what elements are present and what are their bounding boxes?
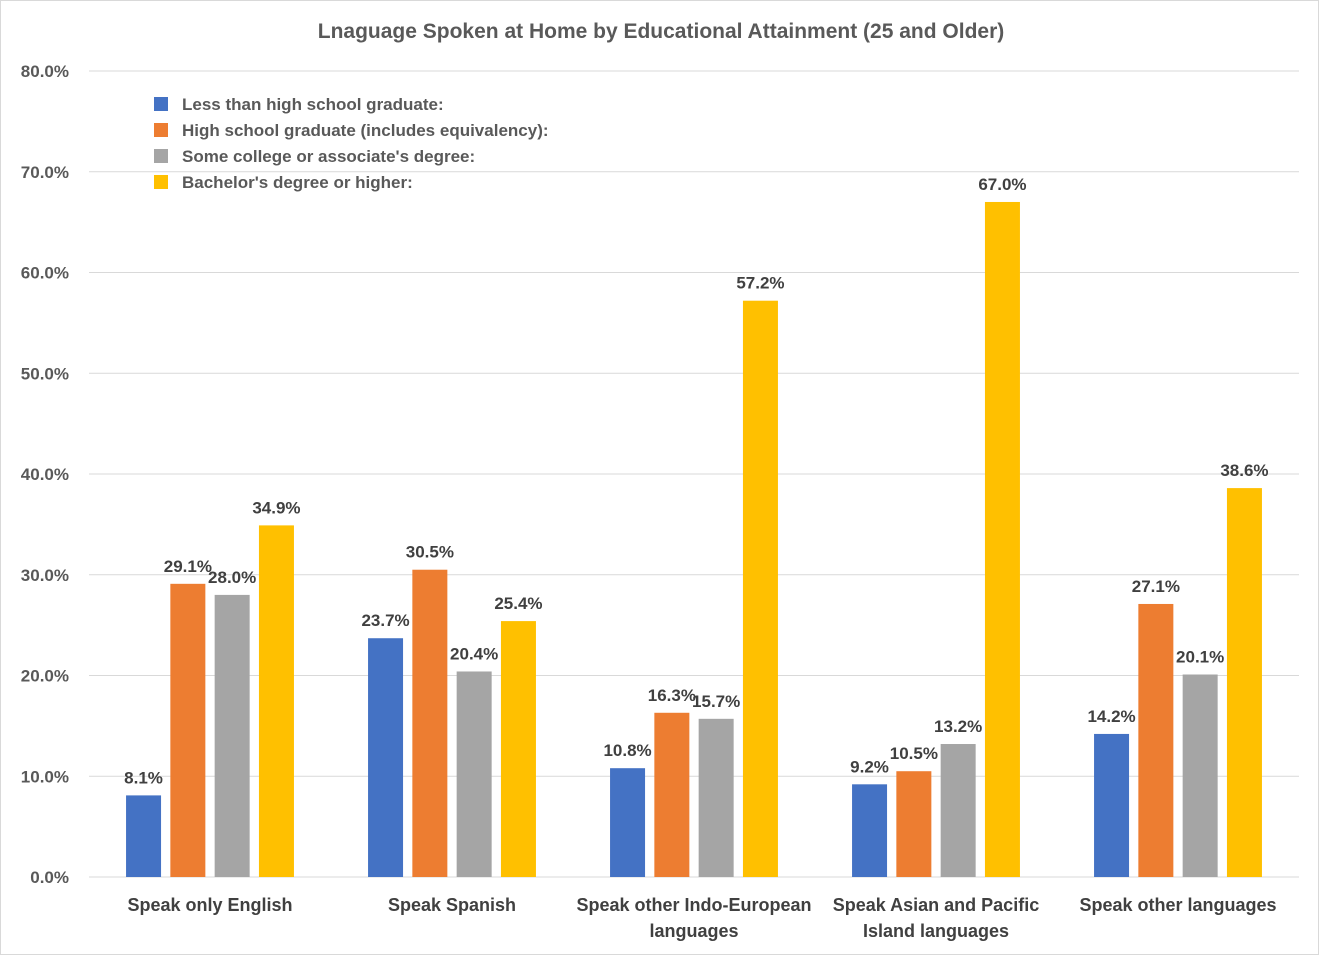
bar	[412, 569, 448, 877]
data-label: 9.2%	[850, 757, 889, 776]
y-tick-label: 80.0%	[21, 62, 69, 81]
y-tick-label: 60.0%	[21, 264, 69, 283]
y-tick-label: 50.0%	[21, 364, 69, 383]
data-label: 13.2%	[934, 717, 982, 736]
data-label: 34.9%	[252, 498, 300, 517]
bar	[852, 784, 888, 877]
chart-title: Lnaguage Spoken at Home by Educational A…	[318, 20, 1005, 43]
bar	[984, 201, 1020, 878]
data-label: 20.4%	[450, 644, 498, 663]
data-label: 15.7%	[692, 692, 740, 711]
legend-entry: High school graduate (includes equivalen…	[182, 121, 549, 140]
legend-swatch	[154, 123, 168, 137]
bar	[500, 621, 536, 877]
y-tick-label: 30.0%	[21, 566, 69, 585]
data-label: 10.8%	[603, 741, 651, 760]
bar	[1182, 674, 1218, 877]
bar	[126, 795, 162, 877]
legend-entry: Bachelor's degree or higher:	[182, 173, 413, 192]
bar	[170, 583, 206, 877]
data-label: 14.2%	[1087, 707, 1135, 726]
data-label: 57.2%	[736, 274, 784, 293]
bar	[698, 718, 734, 877]
legend-swatch	[154, 97, 168, 111]
data-label: 28.0%	[208, 568, 256, 587]
bar	[610, 768, 646, 877]
legend-swatch	[154, 175, 168, 189]
x-tick-label: languages	[649, 921, 738, 941]
legend-entry: Some college or associate's degree:	[182, 147, 475, 166]
bar	[940, 744, 976, 877]
bar	[1094, 733, 1130, 877]
x-tick-label: Speak Spanish	[388, 895, 516, 915]
bar	[368, 638, 404, 877]
x-tick-label: Speak only English	[127, 895, 292, 915]
bar	[1226, 488, 1262, 877]
bar	[654, 712, 690, 877]
legend-swatch	[154, 149, 168, 163]
bar	[258, 525, 294, 877]
bar	[1138, 603, 1174, 877]
y-tick-label: 20.0%	[21, 667, 69, 686]
data-label: 30.5%	[406, 543, 454, 562]
data-label: 8.1%	[124, 768, 163, 787]
y-tick-label: 40.0%	[21, 465, 69, 484]
data-label: 20.1%	[1176, 647, 1224, 666]
bars	[126, 201, 1262, 878]
data-label: 38.6%	[1220, 461, 1268, 480]
bar	[742, 300, 778, 878]
x-tick-label: Speak Asian and Pacific	[833, 895, 1039, 915]
y-tick-label: 10.0%	[21, 767, 69, 786]
y-axis: 0.0% 10.0% 20.0% 30.0% 40.0% 50.0% 60.0% 70.0% 8…	[21, 62, 69, 887]
data-labels: 8.1% 29.1%28.0% 34.9% 23.7% 30.5% 20.4% 25.4% 1…	[124, 175, 1268, 787]
y-tick-label: 0.0%	[30, 868, 69, 887]
legend-entry: Less than high school graduate:	[182, 95, 444, 114]
legend: Less than high school graduate: High scho…	[154, 95, 549, 192]
data-label: 25.4%	[494, 594, 542, 613]
y-tick-label: 70.0%	[21, 163, 69, 182]
x-axis: Speak only English Speak Spanish Speak oth…	[127, 895, 1276, 941]
data-label: 67.0%	[978, 175, 1026, 194]
bar	[456, 671, 492, 877]
data-label: 27.1%	[1132, 577, 1180, 596]
x-tick-label: Speak other Indo-European	[576, 895, 811, 915]
data-label: 23.7%	[361, 611, 409, 630]
bar	[896, 771, 932, 877]
data-label: 29.1%	[164, 557, 212, 576]
bar	[214, 594, 250, 877]
x-tick-label: Speak other languages	[1079, 895, 1276, 915]
data-label: 16.3%	[648, 686, 696, 705]
x-tick-label: Island languages	[863, 921, 1009, 941]
data-label: 10.5%	[890, 744, 938, 763]
